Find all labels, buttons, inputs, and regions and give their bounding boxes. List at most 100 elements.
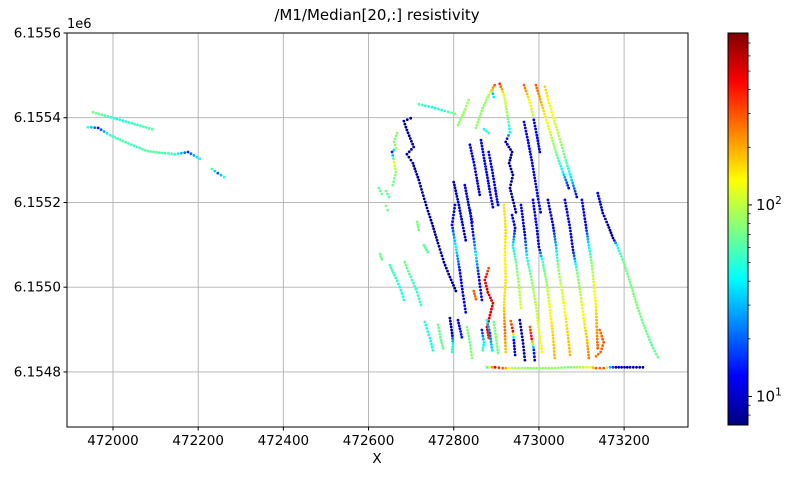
scatter-dot (118, 118, 122, 122)
colorbar-tick-label: 101 (756, 387, 782, 406)
scatter-dot (467, 334, 471, 338)
scatter-dot (527, 144, 531, 148)
scatter-dot (393, 167, 397, 171)
axes-border (66, 32, 689, 428)
scatter-dot (568, 172, 572, 176)
scatter-dot (585, 335, 588, 339)
scatter-dot (449, 278, 453, 282)
scatter-dot (469, 350, 473, 354)
scatter-dot (489, 159, 492, 163)
scatter-dot (180, 151, 183, 155)
scatter-dot (569, 175, 573, 179)
scatter-dot (410, 278, 414, 282)
scatter-dot (581, 313, 585, 317)
scatter-dot (494, 189, 497, 193)
y-offset-label: 1e6 (67, 17, 92, 32)
scatter-dot (595, 322, 598, 325)
scatter-dot (124, 120, 128, 123)
scatter-dot (522, 83, 526, 87)
scatter-dot (541, 263, 545, 267)
scatter-dot (538, 366, 542, 370)
scatter-dot (588, 252, 592, 256)
scatter-dot (571, 245, 574, 249)
scatter-dot (444, 266, 448, 270)
scatter-dot (536, 319, 540, 322)
scatter-dot (480, 141, 483, 145)
scatter-dot (581, 204, 585, 208)
scatter-dot (503, 294, 506, 297)
scatter-dot (625, 365, 629, 369)
scatter-dot (572, 187, 576, 190)
scatter-dot (427, 105, 431, 108)
scatter-dot (454, 248, 458, 252)
scatter-dot (578, 365, 582, 369)
scatter-dot (536, 197, 540, 201)
scatter-track (472, 289, 478, 301)
scatter-dot (513, 204, 516, 208)
scatter-dot (598, 366, 602, 370)
scatter-dot (430, 345, 434, 349)
scatter-dot (531, 167, 535, 171)
scatter-dot (492, 95, 496, 99)
scatter-dot (518, 318, 522, 322)
scatter-dot (508, 186, 512, 190)
scatter-dot (463, 183, 467, 187)
scatter-dot (611, 365, 615, 369)
scatter-dot (398, 285, 401, 289)
scatter-dot (492, 320, 496, 324)
scatter-dot (480, 295, 483, 298)
scatter-dot (518, 293, 522, 297)
scatter-dot (532, 294, 536, 297)
scatter-dot (539, 210, 542, 214)
scatter-dot (486, 322, 490, 325)
scatter-dot (490, 88, 493, 92)
scatter-dot (386, 208, 390, 212)
scatter-dot (585, 338, 589, 342)
scatter-dot (393, 164, 397, 167)
scatter-dot (512, 223, 516, 227)
scatter-dot (403, 122, 407, 126)
scatter-dot (532, 291, 536, 294)
scatter-dot (94, 111, 98, 115)
scatter-dot (529, 155, 533, 159)
scatter-dot (544, 115, 547, 119)
scatter-dot (520, 366, 524, 370)
scatter-dot (416, 225, 420, 229)
colorbar-tick-label: 102 (756, 195, 782, 214)
scatter-track (498, 82, 518, 214)
scatter-dot (424, 203, 428, 207)
scatter-dot (453, 239, 457, 243)
scatter-dot (561, 170, 565, 174)
scatter-dot (488, 187, 491, 191)
scatter-dot (626, 275, 630, 278)
scatter-dot (488, 334, 492, 338)
scatter-dot (486, 176, 489, 180)
scatter-dot (630, 286, 634, 290)
scatter-dot (482, 156, 486, 160)
scatter-dot (539, 341, 542, 344)
scatter-dot (521, 221, 525, 225)
scatter-dot (545, 283, 549, 287)
scatter-dot (539, 251, 542, 255)
scatter-dot (511, 243, 515, 247)
scatter-track (468, 143, 482, 197)
scatter-dot (471, 230, 475, 234)
scatter-dot (477, 275, 481, 279)
scatter-dot (614, 241, 617, 245)
scatter-dot (392, 140, 396, 144)
scatter-dot (570, 242, 574, 246)
scatter-dot (170, 152, 174, 156)
scatter-dot (460, 287, 464, 291)
scatter-dot (503, 319, 506, 322)
scatter-dot (491, 301, 495, 305)
scatter-dot (127, 121, 130, 124)
scatter-dot (566, 337, 570, 340)
scatter-dot (480, 298, 484, 302)
scatter-dot (426, 330, 430, 333)
scatter-track (594, 328, 606, 358)
scatter-dot (500, 87, 504, 91)
scatter-dot (511, 216, 515, 220)
scatter-dot (572, 365, 576, 369)
scatter-dot (149, 150, 153, 153)
scatter-dot (503, 250, 507, 254)
